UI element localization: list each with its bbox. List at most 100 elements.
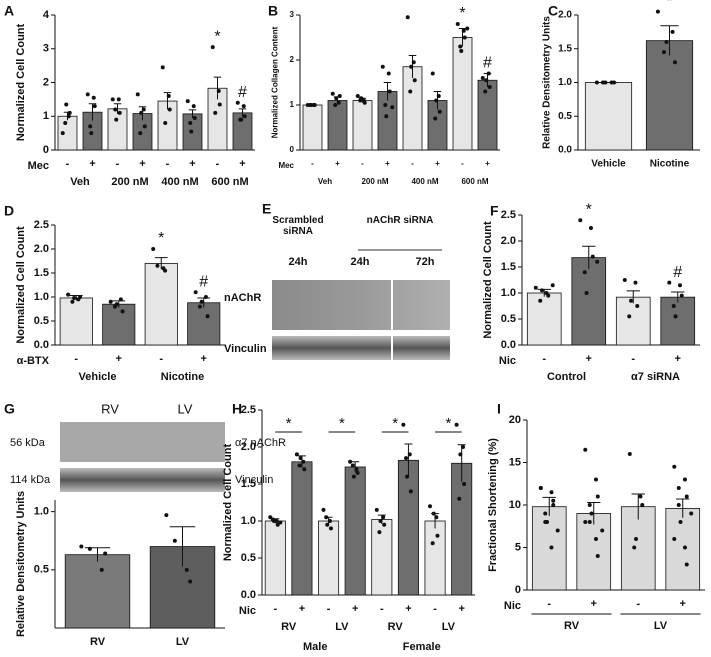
data-point: [582, 270, 587, 275]
y-tick-label: 1.0: [558, 77, 572, 88]
y-tick-label: 2: [43, 76, 49, 88]
data-point: [155, 263, 160, 268]
data-point: [484, 78, 489, 83]
data-point: [550, 283, 555, 288]
blot-band: [272, 336, 450, 360]
data-point: [578, 218, 583, 223]
bar: [102, 303, 136, 346]
bar: [291, 461, 313, 596]
group-label: 600 nM: [211, 176, 248, 188]
data-point: [627, 452, 632, 456]
data-point: [461, 28, 466, 33]
data-point: [92, 104, 97, 109]
row-label: Vinculin: [224, 343, 267, 355]
y-tick-label: 0.5: [34, 315, 49, 327]
data-point: [120, 309, 125, 314]
error-bar: [671, 291, 685, 303]
y-tick-label: 3: [43, 43, 49, 55]
x-tick-label: +: [680, 598, 686, 610]
panel-letter: D: [4, 203, 14, 219]
data-point: [334, 96, 339, 101]
data-point: [327, 519, 332, 523]
error-bar: [154, 257, 168, 270]
data-point: [241, 104, 246, 109]
data-point: [78, 295, 83, 299]
data-point: [595, 494, 600, 499]
error-bar: [238, 108, 247, 117]
data-point: [242, 114, 247, 119]
y-tick-label: 0: [290, 145, 295, 154]
x-tick-label: +: [435, 159, 440, 168]
x-tick-label: -: [461, 159, 464, 168]
data-point: [664, 40, 669, 44]
bar: [371, 519, 393, 596]
size-label: 56 kDa: [10, 437, 46, 449]
data-point: [278, 520, 283, 525]
data-point: [635, 304, 640, 308]
x-tick-label: +: [586, 353, 592, 365]
bar: [526, 292, 562, 346]
x-tick-label: -: [166, 158, 170, 170]
data-point: [483, 89, 488, 94]
supergroup-label: Female: [403, 641, 441, 653]
data-point: [188, 579, 193, 584]
data-point: [63, 121, 68, 125]
data-point: [66, 292, 71, 297]
data-point: [465, 26, 470, 31]
data-point: [378, 519, 383, 523]
data-point: [454, 422, 459, 427]
x-tick-label: -: [159, 353, 163, 365]
y-tick-label: 10: [509, 499, 521, 511]
x-tick-label: +: [385, 159, 390, 168]
bar: [620, 506, 656, 591]
data-point: [268, 515, 273, 520]
y-tick-label: 2.0: [241, 441, 256, 453]
panel-letter: B: [268, 3, 278, 19]
data-point: [428, 504, 433, 509]
data-point: [433, 116, 438, 121]
data-point: [676, 486, 681, 490]
data-point: [213, 110, 218, 115]
data-point: [142, 124, 147, 129]
y-tick-label: 0.5: [558, 111, 572, 122]
data-point: [603, 80, 608, 85]
data-point: [103, 551, 108, 556]
data-point: [434, 98, 439, 103]
bar: [302, 104, 323, 151]
bar: [531, 506, 567, 591]
data-point: [217, 102, 222, 107]
data-point: [330, 91, 335, 96]
y-tick-label: 2.5: [241, 404, 256, 416]
data-point: [594, 80, 599, 85]
y-tick-label: 0.0: [501, 339, 516, 351]
data-point: [138, 131, 143, 136]
data-point: [185, 99, 190, 104]
data-point: [70, 299, 75, 304]
data-point: [662, 50, 667, 55]
data-point: [116, 97, 121, 102]
bar: [344, 466, 366, 596]
factor-label: α-BTX: [17, 355, 50, 367]
data-point: [72, 295, 77, 300]
data-point: [458, 452, 463, 457]
data-point: [312, 103, 317, 107]
x-tick-label: -: [631, 353, 635, 365]
data-point: [457, 496, 462, 501]
data-point: [583, 447, 588, 452]
data-point: [163, 268, 168, 273]
data-point: [600, 528, 605, 533]
data-point: [672, 537, 677, 541]
y-tick-label: 15: [509, 456, 521, 468]
data-point: [640, 503, 645, 507]
lane-label: RV: [101, 401, 119, 416]
lane-label: 24h: [351, 256, 370, 268]
data-point: [89, 131, 94, 136]
x-tick-label: +: [89, 158, 95, 170]
x-tick-label: -: [542, 353, 546, 365]
data-point: [113, 107, 118, 112]
data-point: [677, 283, 682, 288]
data-point: [543, 520, 548, 524]
data-point: [587, 520, 592, 524]
data-point: [408, 89, 413, 94]
bar: [571, 257, 607, 346]
